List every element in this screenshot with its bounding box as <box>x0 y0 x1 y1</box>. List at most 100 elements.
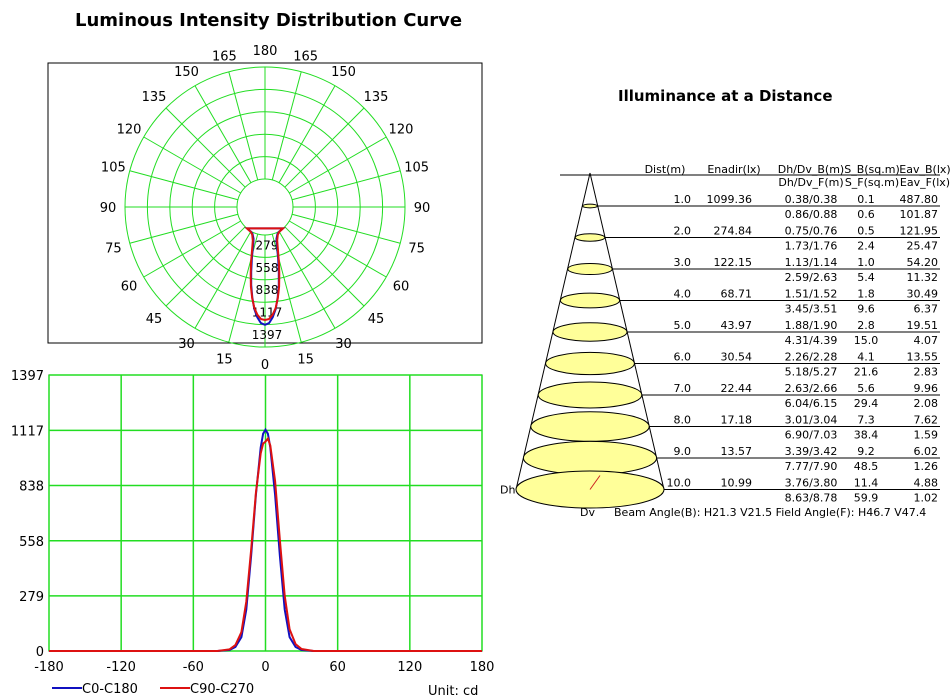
polar-angle-label: 90 <box>414 201 431 216</box>
unit-label: Unit: cd <box>428 684 478 699</box>
row-eav-b: 54.20 <box>907 256 939 269</box>
row-dhdv-b: 3.76/3.80 <box>785 477 838 490</box>
polar-angle-label: 105 <box>101 160 126 175</box>
polar-angle-label: 60 <box>393 280 410 295</box>
row-dhdv-b: 1.13/1.14 <box>785 256 838 269</box>
row-eav-b: 30.49 <box>907 288 939 301</box>
polar-grid-spoke <box>271 71 302 181</box>
row-enadir: 10.99 <box>721 477 753 490</box>
row-eav-b: 9.96 <box>914 382 939 395</box>
row-enadir: 13.57 <box>721 445 753 458</box>
polar-angle-label: 150 <box>174 65 199 80</box>
polar-grid-spoke <box>194 230 252 329</box>
polar-grid-spoke <box>291 170 401 201</box>
row-eav-f: 6.37 <box>914 303 939 316</box>
row-dhdv-f: 3.45/3.51 <box>785 303 838 316</box>
row-s-b: 1.0 <box>857 256 875 269</box>
row-eav-f: 2.08 <box>914 397 939 410</box>
cone-beam-ellipse <box>552 322 628 342</box>
row-s-b: 9.2 <box>857 445 875 458</box>
cone-beam-ellipse <box>530 411 650 442</box>
row-s-f: 15.0 <box>854 334 879 347</box>
row-dhdv-b: 1.88/1.90 <box>785 319 838 332</box>
row-dist: 7.0 <box>674 382 692 395</box>
row-dist: 6.0 <box>674 351 692 364</box>
row-dhdv-b: 0.38/0.38 <box>785 193 838 206</box>
polar-angle-label: 45 <box>146 312 163 327</box>
row-s-f: 2.4 <box>857 240 875 253</box>
polar-angle-label: 135 <box>142 90 167 105</box>
row-s-f: 59.9 <box>854 492 879 505</box>
polar-grid-spoke <box>278 85 336 184</box>
row-enadir: 68.71 <box>721 288 753 301</box>
polar-angle-label: 0 <box>261 358 269 373</box>
polar-chart-title: Luminous Intensity Distribution Curve <box>75 10 463 31</box>
line-y-tick-label: 558 <box>19 535 44 550</box>
cone-beam-ellipse <box>567 262 613 276</box>
polar-grid-spoke <box>284 107 365 188</box>
row-s-b: 2.8 <box>857 319 875 332</box>
row-dhdv-f: 0.86/0.88 <box>785 208 838 221</box>
polar-angle-label: 45 <box>368 312 385 327</box>
beam-field-angle-footer: Beam Angle(B): H21.3 V21.5 Field Angle(F… <box>614 506 926 519</box>
polar-radial-label: 279 <box>256 238 279 252</box>
row-s-f: 0.6 <box>857 208 875 221</box>
polar-grid-spoke <box>129 170 239 201</box>
row-dist: 3.0 <box>674 256 692 269</box>
row-dist: 4.0 <box>674 288 692 301</box>
polar-radial-label: 558 <box>256 261 279 275</box>
row-s-f: 5.4 <box>857 271 875 284</box>
cone-beam-ellipse <box>522 440 658 476</box>
polar-chart: 0 15 30 45 60 75 90 105 120 135 150 165 180 15 30 45 60 7… <box>47 44 483 373</box>
illuminance-title: Illuminance at a Distance <box>618 87 833 105</box>
row-eav-b: 7.62 <box>914 414 939 427</box>
line-x-tick-label: -120 <box>106 660 136 675</box>
illuminance-cone-table: Dist(m) Enadir(lx) Dh/Dv_B(m) S_B(sq.m) Eav_… <box>500 163 950 519</box>
row-dhdv-f: 1.73/1.76 <box>785 240 838 253</box>
row-s-b: 5.6 <box>857 382 875 395</box>
row-enadir: 1099.36 <box>707 193 753 206</box>
row-enadir: 17.18 <box>721 414 753 427</box>
polar-grid-spoke <box>194 85 252 184</box>
row-dhdv-f: 5.18/5.27 <box>785 366 838 379</box>
polar-grid-spoke <box>288 136 387 194</box>
polar-angle-label: 75 <box>105 242 122 257</box>
row-enadir: 22.44 <box>721 382 753 395</box>
polar-grid-spoke <box>143 220 242 278</box>
row-enadir: 274.84 <box>714 225 753 238</box>
line-x-tick-label: 60 <box>329 660 346 675</box>
line-series-c0-c180 <box>49 427 482 652</box>
polar-angle-label: 165 <box>212 49 237 64</box>
row-dhdv-f: 4.31/4.39 <box>785 334 838 347</box>
row-dhdv-b: 0.75/0.76 <box>785 225 838 238</box>
row-eav-f: 1.26 <box>914 460 939 473</box>
polar-angle-label: 135 <box>364 90 389 105</box>
polar-grid-spoke <box>278 230 336 329</box>
polar-grid-spoke <box>143 136 242 194</box>
intensity-line-chart: -180 -120 -60 0 60 120 180 0 279 558 838 1117 1397 C0… <box>11 369 495 699</box>
polar-grid-spoke <box>165 226 246 307</box>
row-eav-f: 11.32 <box>907 271 939 284</box>
row-enadir: 43.97 <box>721 319 753 332</box>
polar-grid-spoke <box>291 213 401 244</box>
table-header: Dh/Dv_B(m) <box>778 163 844 176</box>
row-s-f: 9.6 <box>857 303 875 316</box>
cone-beam-ellipse <box>545 351 635 376</box>
cone-beam-ellipse <box>537 381 643 409</box>
row-dist: 5.0 <box>674 319 692 332</box>
row-eav-f: 2.83 <box>914 366 939 379</box>
polar-radial-label: 1397 <box>252 328 283 342</box>
row-dist: 8.0 <box>674 414 692 427</box>
row-dhdv-b: 3.39/3.42 <box>785 445 838 458</box>
table-header: S_B(sq.m) <box>844 163 900 176</box>
row-eav-f: 101.87 <box>900 208 939 221</box>
row-dhdv-b: 2.26/2.28 <box>785 351 838 364</box>
line-x-tick-label: 180 <box>470 660 495 675</box>
row-dist: 1.0 <box>674 193 692 206</box>
polar-angle-label: 15 <box>297 353 314 368</box>
row-eav-f: 25.47 <box>907 240 939 253</box>
line-y-tick-label: 0 <box>36 645 44 660</box>
row-s-b: 4.1 <box>857 351 875 364</box>
row-dhdv-b: 3.01/3.04 <box>785 414 838 427</box>
row-dist: 10.0 <box>667 477 692 490</box>
